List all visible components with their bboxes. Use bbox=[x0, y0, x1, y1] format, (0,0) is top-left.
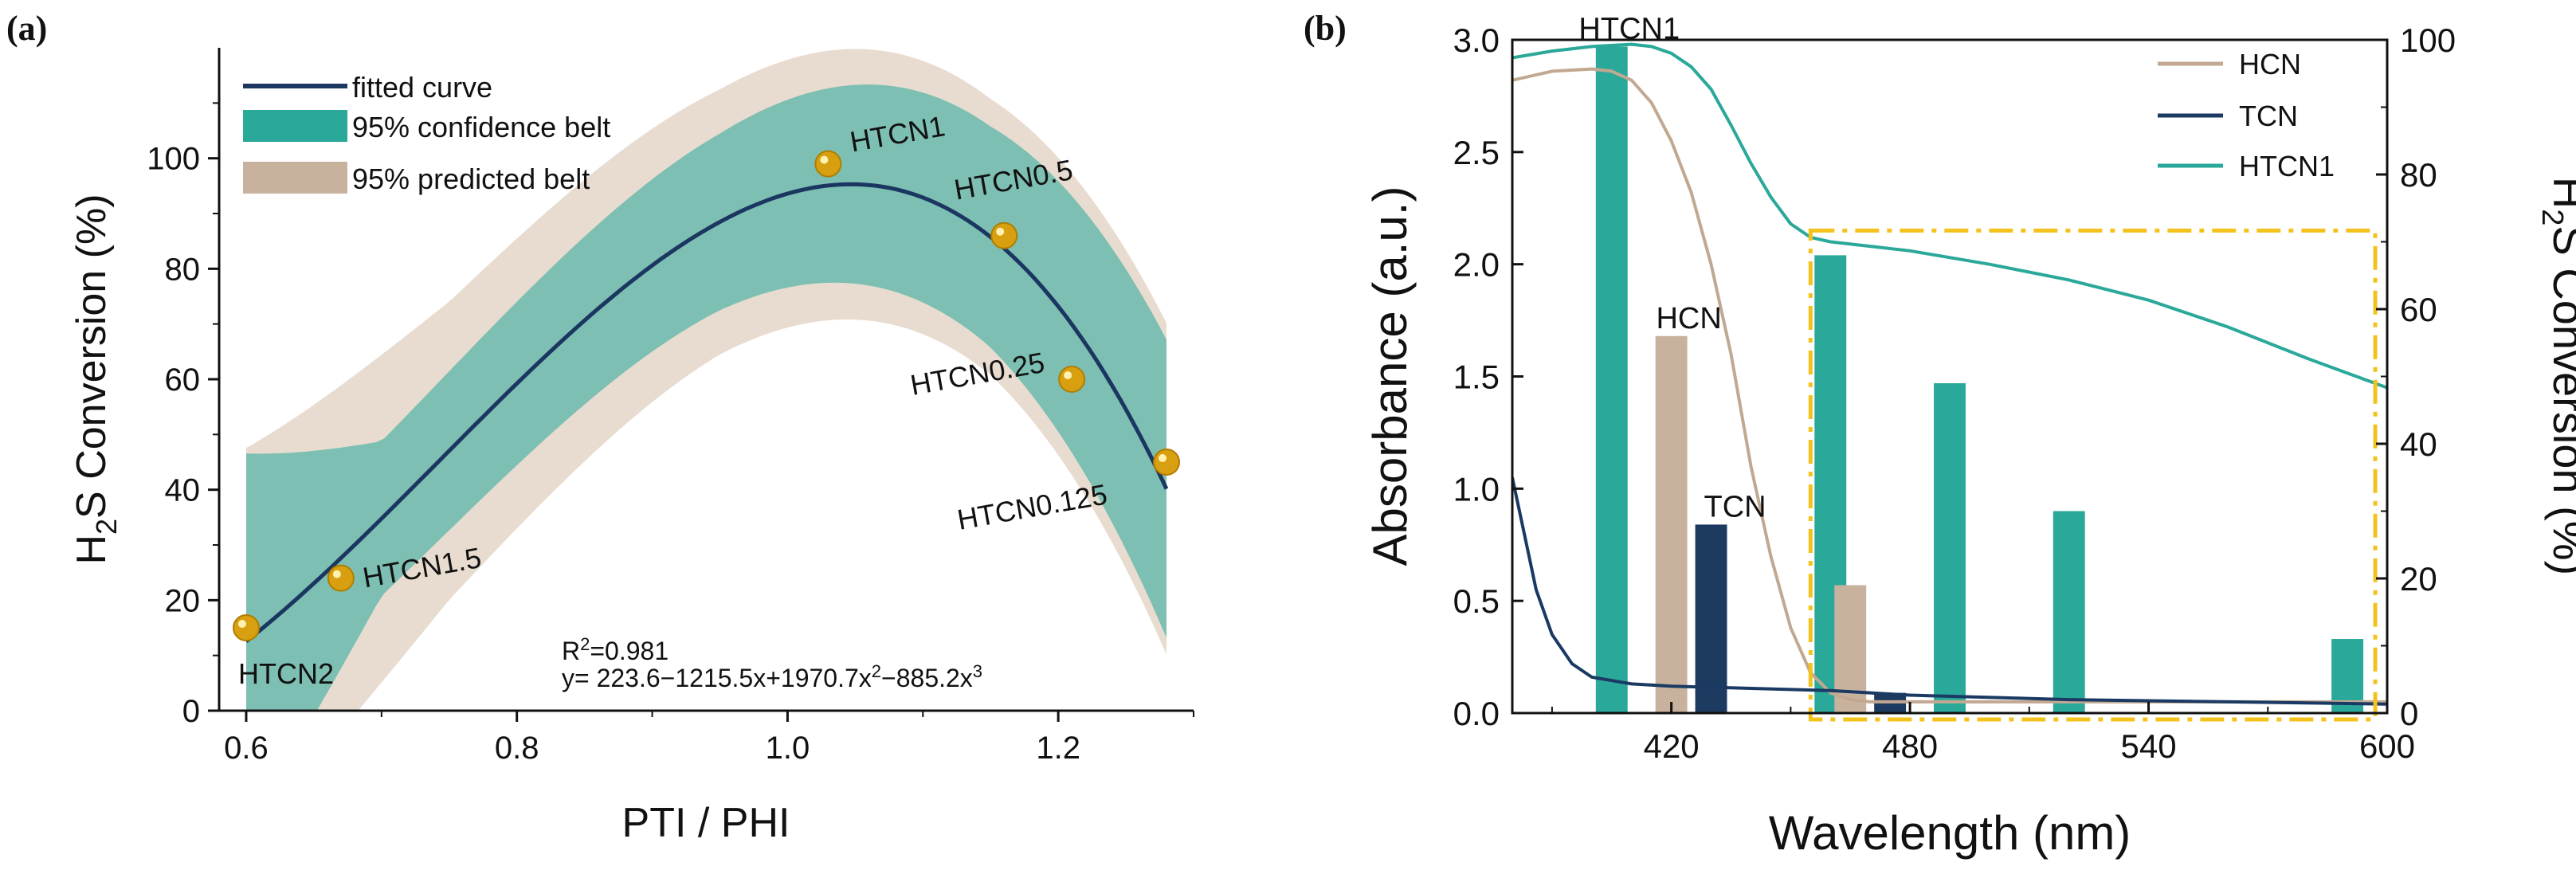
y-axis-right-title: H2S Conversion (%) bbox=[2535, 177, 2576, 575]
y-tick-label: 100 bbox=[147, 142, 200, 177]
x-tick-label: 0.6 bbox=[224, 731, 269, 766]
y-right-tick-label: 100 bbox=[2400, 22, 2456, 59]
bar-htcn1 bbox=[1934, 382, 1966, 713]
x-tick-label: 540 bbox=[2121, 727, 2177, 765]
y-axis-left-title: Absorbance (a.u.) bbox=[1363, 186, 1417, 566]
data-point bbox=[814, 150, 842, 178]
legend-hcn: HCN bbox=[2239, 48, 2301, 80]
y-tick-label: 20 bbox=[165, 583, 201, 618]
x-tick-label: 600 bbox=[2359, 727, 2415, 765]
data-point bbox=[327, 564, 355, 592]
y-tick-label: 60 bbox=[165, 363, 201, 398]
legend-tcn: TCN bbox=[2239, 100, 2298, 132]
y-left-tick-label: 2.0 bbox=[1453, 246, 1500, 284]
data-point bbox=[990, 221, 1018, 249]
axis-ticks: 420 480 540 600 0.0 0.5 1.0 1.5 2.0 2.5 3.0 0 20 40 60… bbox=[1453, 22, 2456, 765]
legend-predicted-swatch bbox=[243, 162, 347, 194]
y-right-tick-label: 0 bbox=[2400, 695, 2418, 732]
bar-tcn bbox=[1695, 524, 1727, 713]
data-point bbox=[1058, 366, 1086, 393]
y-left-tick-label: 3.0 bbox=[1453, 22, 1500, 59]
bar-label: HCN bbox=[1656, 302, 1721, 335]
panel-b-label: (b) bbox=[1304, 9, 1347, 48]
x-tick-label: 480 bbox=[1882, 727, 1938, 765]
legend: HCN TCN HTCN1 bbox=[2158, 48, 2335, 182]
bar-hcn bbox=[1655, 335, 1688, 713]
conversion-bars bbox=[1595, 46, 2364, 713]
y-tick-label: 80 bbox=[165, 252, 201, 287]
legend-fitted: fitted curve bbox=[352, 71, 492, 104]
bar-htcn1 bbox=[1595, 46, 1628, 713]
data-point-highlight bbox=[820, 155, 829, 164]
y-tick-label: 40 bbox=[165, 473, 201, 508]
bar-label: TCN bbox=[1704, 490, 1766, 523]
y-left-tick-label: 1.5 bbox=[1453, 359, 1500, 396]
x-axis-title: Wavelength (nm) bbox=[1769, 806, 2131, 860]
absorbance-lines bbox=[1512, 42, 2387, 706]
data-point-highlight bbox=[996, 227, 1005, 236]
y-left-tick-label: 2.5 bbox=[1453, 134, 1500, 171]
y-axis-title: H2S Conversion (%) bbox=[69, 194, 123, 564]
data-point-highlight bbox=[332, 570, 341, 578]
line-tcn bbox=[1512, 476, 2387, 706]
data-point-highlight bbox=[237, 620, 246, 628]
r2-annotation: R2=0.981 bbox=[562, 634, 669, 665]
x-axis-title: PTI / PHI bbox=[622, 800, 790, 846]
point-label: HTCN0.125 bbox=[955, 477, 1109, 535]
data-point-highlight bbox=[1064, 371, 1072, 379]
data-points bbox=[232, 150, 1181, 641]
x-tick-label: 0.8 bbox=[495, 731, 539, 766]
y-left-tick-label: 0.5 bbox=[1453, 582, 1500, 620]
axis-ticks: 0.6 0.8 1.0 1.2 0 20 40 60 80 100 bbox=[147, 102, 1194, 766]
y-right-tick-label: 80 bbox=[2400, 156, 2437, 194]
y-left-tick-label: 1.0 bbox=[1453, 470, 1500, 508]
data-point bbox=[232, 614, 260, 641]
line-htcn1 bbox=[1512, 42, 2387, 390]
data-point bbox=[1153, 449, 1181, 476]
confidence-belt bbox=[246, 84, 1166, 711]
highlight-box bbox=[1808, 228, 2378, 722]
line-hcn bbox=[1512, 67, 2387, 704]
data-point-highlight bbox=[1159, 454, 1167, 462]
fitted-curve bbox=[245, 182, 1169, 643]
bar-htcn1 bbox=[2053, 511, 2085, 713]
legend: fitted curve 95% confidence belt 95% pre… bbox=[243, 71, 610, 195]
x-tick-label: 1.0 bbox=[766, 731, 810, 766]
legend-confidence: 95% confidence belt bbox=[352, 111, 610, 143]
chart-a: (a) HTCN2HTCN1.5HTCN1HTCN0.5HTCN0.25HTCN… bbox=[6, 9, 1194, 846]
x-tick-label: 1.2 bbox=[1036, 731, 1080, 766]
point-label: HTCN2 bbox=[238, 657, 334, 690]
y-right-tick-label: 20 bbox=[2400, 560, 2437, 598]
y-right-tick-label: 40 bbox=[2400, 425, 2437, 463]
panel-a-label: (a) bbox=[6, 9, 47, 48]
legend-predicted: 95% predicted belt bbox=[352, 163, 590, 195]
y-tick-label: 0 bbox=[182, 694, 200, 729]
y-right-tick-label: 60 bbox=[2400, 291, 2437, 328]
legend-htcn1: HTCN1 bbox=[2239, 150, 2335, 182]
y-left-tick-label: 0.0 bbox=[1453, 695, 1500, 732]
x-tick-label: 420 bbox=[1644, 727, 1700, 765]
equation-annotation: y= 223.6−1215.5x+1970.7x2−885.2x3 bbox=[562, 661, 982, 692]
legend-confidence-swatch bbox=[243, 110, 347, 142]
